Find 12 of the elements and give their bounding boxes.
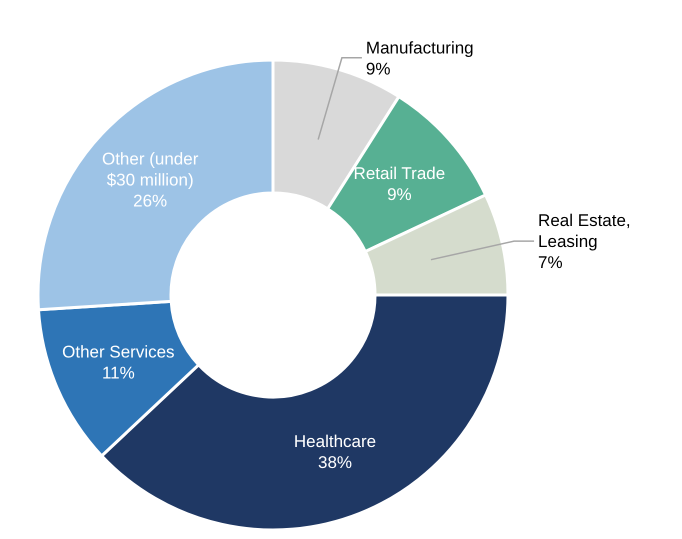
data-label: 9% (387, 184, 412, 204)
data-label: 11% (102, 362, 135, 382)
data-label: 9% (366, 58, 390, 78)
slice-label: Healthcare (294, 432, 376, 451)
data-label: 26% (133, 191, 168, 210)
slice-label: Other (under $30 million) (102, 149, 199, 190)
slice-label: Real Estate, Leasing (538, 210, 631, 251)
data-label: 7% (538, 252, 563, 272)
data-label: 38% (318, 452, 352, 472)
slice-label: Manufacturing (366, 38, 474, 57)
slice-label: Retail Trade (354, 164, 446, 183)
slice-label: Other Services (62, 342, 175, 361)
